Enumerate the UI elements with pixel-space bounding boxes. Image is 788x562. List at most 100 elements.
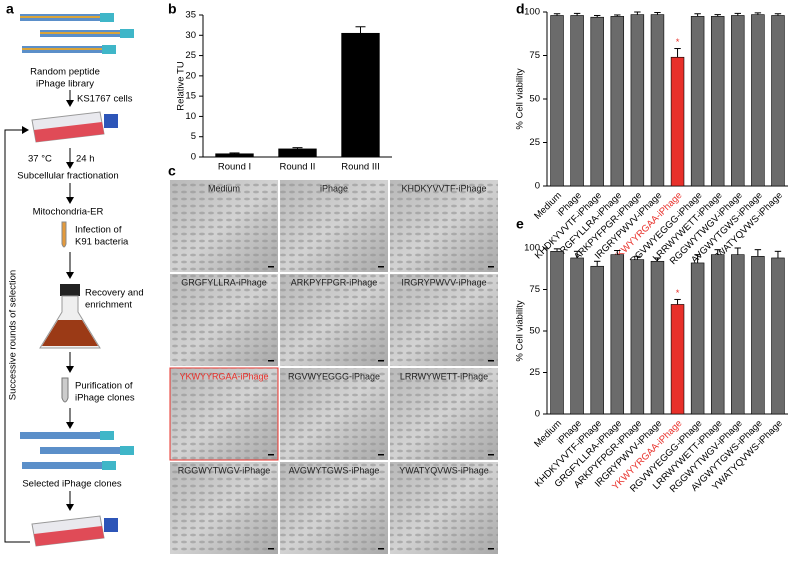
y-tick-label: 20 bbox=[185, 70, 196, 81]
cell-texture bbox=[280, 462, 388, 554]
bar bbox=[710, 254, 725, 415]
y-tick-label: 100 bbox=[524, 243, 540, 254]
cell-texture bbox=[390, 180, 498, 272]
y-tick-label: 35 bbox=[185, 10, 196, 21]
step-label: 24 h bbox=[76, 154, 95, 165]
y-tick-label: 50 bbox=[529, 94, 540, 105]
micrograph-label: KHDKYVVTF-iPhage bbox=[401, 183, 486, 193]
step-label: Mitochondria-ER bbox=[33, 207, 104, 218]
tube bbox=[61, 221, 67, 248]
micrograph-label: ARKPYFPGR-iPhage bbox=[291, 277, 378, 287]
step-label: Subcellular fractionation bbox=[17, 171, 118, 182]
y-tick-label: 5 bbox=[191, 131, 196, 142]
y-axis-label: % Cell viability bbox=[515, 300, 526, 361]
bar bbox=[771, 257, 785, 415]
bar bbox=[690, 262, 705, 415]
y-tick-label: 100 bbox=[524, 7, 540, 18]
erlenmeyer bbox=[39, 284, 101, 349]
bar bbox=[731, 15, 745, 187]
cell-texture bbox=[280, 180, 388, 272]
step-label: K91 bacteria bbox=[75, 237, 129, 248]
scale-bar bbox=[378, 360, 384, 362]
micrograph-label: iPhage bbox=[320, 183, 348, 193]
step-label: Purification of bbox=[75, 381, 133, 392]
y-axis-label: % Cell viability bbox=[515, 68, 526, 129]
bar bbox=[690, 16, 705, 187]
bar bbox=[215, 153, 254, 158]
scale-bar bbox=[378, 266, 384, 268]
y-tick-label: 15 bbox=[185, 91, 196, 102]
y-tick-label: 25 bbox=[529, 137, 540, 148]
cell-texture bbox=[170, 368, 278, 460]
step-label: iPhage library bbox=[36, 79, 94, 90]
bar bbox=[570, 257, 584, 415]
micrograph-label: YWATYQVWS-iPhage bbox=[399, 465, 489, 475]
cell-texture bbox=[390, 462, 498, 554]
micrograph-label: Medium bbox=[208, 183, 240, 193]
bar bbox=[610, 254, 625, 415]
bar bbox=[570, 15, 584, 187]
bar bbox=[590, 265, 604, 415]
y-tick-label: 75 bbox=[529, 284, 540, 295]
bar bbox=[670, 304, 685, 415]
flask bbox=[31, 515, 118, 547]
panel-letter: d bbox=[516, 1, 525, 17]
cell-texture bbox=[170, 274, 278, 366]
bar bbox=[731, 254, 745, 415]
bar bbox=[650, 14, 665, 187]
y-tick-label: 25 bbox=[185, 50, 196, 61]
panel-letter: a bbox=[6, 1, 14, 17]
y-tick-label: 75 bbox=[529, 50, 540, 61]
micrograph-label: RGVWYEGGG-iPhage bbox=[288, 371, 380, 381]
scale-bar bbox=[488, 548, 494, 550]
scale-bar bbox=[268, 360, 274, 362]
y-tick-label: 10 bbox=[185, 111, 196, 122]
workflow: Random peptide iPhage library KS1767 cel… bbox=[4, 13, 144, 547]
panel-letter: c bbox=[168, 163, 176, 179]
bar bbox=[670, 56, 685, 187]
cell-texture bbox=[390, 274, 498, 366]
phage-clones bbox=[20, 431, 134, 470]
step-label: Selected iPhage clones bbox=[22, 479, 122, 490]
panel-letter: b bbox=[168, 1, 177, 17]
micrograph-label: RGGWYTWGV-iPhage bbox=[178, 465, 271, 475]
scale-bar bbox=[378, 548, 384, 550]
micrograph-label: LRRWYWETT-iPhage bbox=[400, 371, 488, 381]
x-tick-label: Round I bbox=[218, 162, 251, 173]
scale-bar bbox=[488, 360, 494, 362]
micrograph-label: GRGFYLLRA-iPhage bbox=[181, 277, 267, 287]
step-label: iPhage clones bbox=[75, 393, 135, 404]
bar bbox=[710, 16, 725, 187]
scale-bar bbox=[488, 454, 494, 456]
step-label: enrichment bbox=[85, 300, 132, 311]
annotation: * bbox=[676, 288, 680, 299]
y-tick-label: 0 bbox=[191, 152, 196, 163]
micrograph-grid: Medium iPhage KHDKYVVTF-iPhage GRGFYLLRA-iP… bbox=[169, 180, 498, 554]
scale-bar bbox=[488, 266, 494, 268]
cell-texture bbox=[390, 368, 498, 460]
micrograph-label: AVGWYTGWS-iPhage bbox=[289, 465, 380, 475]
phage-library bbox=[20, 13, 134, 54]
bar bbox=[751, 14, 765, 187]
annotation: * bbox=[676, 37, 680, 48]
micrograph-label: IRGRYPWVV-iPhage bbox=[401, 277, 486, 287]
y-tick-label: 25 bbox=[529, 367, 540, 378]
bar bbox=[751, 255, 765, 415]
y-tick-label: 50 bbox=[529, 326, 540, 337]
bar bbox=[630, 14, 645, 187]
step-label: Random peptide bbox=[30, 67, 100, 78]
loop-label: Successive rounds of selection bbox=[8, 270, 19, 400]
micrograph-label: YKWYYRGAA-iPhage bbox=[179, 371, 268, 381]
y-tick-label: 0 bbox=[535, 181, 540, 192]
bar bbox=[550, 251, 564, 415]
panel-letter: e bbox=[516, 216, 524, 232]
step-label: 37 °C bbox=[28, 154, 52, 165]
bar bbox=[630, 259, 645, 415]
scale-bar bbox=[268, 454, 274, 456]
bar bbox=[341, 32, 380, 158]
bar bbox=[278, 148, 317, 158]
y-axis-label: Relative TU bbox=[176, 61, 187, 111]
step-label: Recovery and bbox=[85, 288, 144, 299]
